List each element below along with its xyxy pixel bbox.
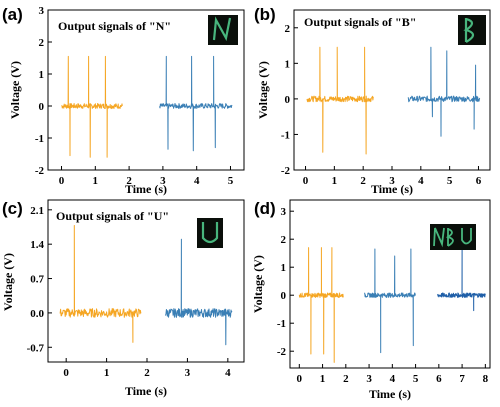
panel-b-ytick-label: 1 [285, 58, 291, 70]
panel-b-inset-image [458, 15, 486, 45]
panel-d: (d) Time (s) Voltage (V) 0 1 2 3 4 5 6 7 8 -2 -1 0 1… [251, 199, 491, 401]
panel-d-series-2 [364, 248, 416, 354]
panel-b-traces [306, 46, 481, 155]
panel-c-series-2 [165, 238, 233, 346]
panel-c-inset-image [197, 218, 223, 248]
panel-d-traces [298, 247, 486, 363]
panel-a-xtick-label: 4 [194, 175, 200, 187]
panel-d-xtick-label: 5 [413, 373, 419, 385]
panel-a-xtick-label: 1 [93, 175, 99, 187]
panel-d-xtick-label: 3 [366, 373, 372, 385]
panel-b-title: Output signals of "B" [304, 15, 416, 29]
panel-d-xtick-label: 6 [436, 373, 442, 385]
panel-d-xtick-label: 4 [390, 373, 396, 385]
panel-b-ytick-label: 2 [285, 23, 291, 35]
panel-b-xtick-label: 2 [360, 175, 366, 187]
panel-c-xtick-label: 2 [144, 367, 150, 379]
panel-a-xtick-label: 5 [228, 175, 234, 187]
panel-d-xtick-label: 7 [459, 373, 465, 385]
panel-b-ytick-label: 0 [285, 94, 291, 106]
panel-b-ytick-label: -1 [281, 129, 290, 141]
panel-a-ytick-label: 1 [39, 69, 45, 81]
panel-b-ylabel: Voltage (V) [256, 61, 270, 119]
panel-a-plot-area [47, 9, 245, 171]
panel-d-xlabel: Time (s) [369, 387, 411, 401]
panel-c-ytick-label: 1.4 [30, 239, 44, 251]
panel-d-series-1 [298, 247, 344, 363]
panel-c-xtick-label: 1 [104, 367, 110, 379]
panel-d-ytick-label: 1 [281, 262, 287, 274]
panel-c-label: (c) [2, 199, 23, 218]
panel-a-series-2 [159, 55, 233, 152]
panel-a-xtick-label: 2 [126, 175, 132, 187]
panel-b-inset-glyph [463, 17, 475, 43]
panel-d-xtick-label: 0 [297, 373, 303, 385]
panel-a-ytick-label: -2 [35, 165, 45, 177]
panel-d-ytick-label: -2 [277, 346, 287, 358]
panel-a: (a) Output signals of "N" Time (s) Volta… [2, 5, 245, 196]
panel-b-xtick-label: 6 [476, 175, 482, 187]
panel-a-inset-glyph [212, 16, 232, 42]
panel-a-series-1 [61, 55, 123, 158]
panel-b-ytick-label: -2 [281, 165, 291, 177]
panel-d-label: (d) [254, 199, 276, 218]
panel-a-ytick-label: -1 [35, 133, 44, 145]
panel-a-ticks: 0 1 2 3 4 5 -2 -1 0 1 2 3 [35, 5, 234, 187]
panel-d-xtick-label: 2 [343, 373, 349, 385]
panel-a-xlabel: Time (s) [125, 182, 167, 196]
panel-d-ytick-label: 0 [281, 290, 287, 302]
panel-c-series-1 [59, 225, 142, 343]
panel-d-xtick-label: 1 [320, 373, 326, 385]
panel-b-label: (b) [254, 5, 276, 24]
panel-c-inset-glyph [201, 222, 219, 244]
panel-c-xtick-label: 4 [225, 367, 231, 379]
panel-d-inset-glyph [433, 227, 472, 248]
panel-d-ytick-label: 2 [281, 234, 287, 246]
panel-c-xlabel: Time (s) [125, 384, 167, 398]
panel-b-xtick-label: 3 [389, 175, 395, 187]
panel-d-ylabel: Voltage (V) [251, 255, 265, 313]
panel-a-inset-image [208, 15, 238, 45]
panel-a-traces [61, 55, 233, 158]
panel-a-xtick-label: 0 [59, 175, 65, 187]
panel-c-xtick-label: 3 [185, 367, 191, 379]
panel-b-xtick-label: 4 [418, 175, 424, 187]
panel-d-ytick-label: 3 [281, 206, 287, 218]
panel-c-ytick-label: -0.7 [27, 342, 45, 354]
panel-b-series-2 [407, 46, 481, 137]
panel-c-ytick-label: 0.0 [30, 308, 44, 320]
panel-a-xtick-label: 3 [160, 175, 166, 187]
panel-c-ticks: 0 1 2 3 4 -0.7 0.0 0.7 1.4 2.1 [27, 205, 232, 379]
panel-a-ylabel: Voltage (V) [8, 61, 22, 119]
panel-b-xtick-label: 1 [332, 175, 338, 187]
panel-c-title: Output signals of "U" [56, 209, 169, 223]
panel-c: (c) Output signals of "U" Time (s) Volta… [1, 199, 245, 398]
panel-a-ytick-label: 3 [39, 5, 45, 17]
panel-c-ylabel: Voltage (V) [1, 253, 15, 311]
panel-a-label: (a) [2, 5, 23, 24]
panel-c-traces [59, 225, 233, 346]
panel-c-ytick-label: 0.7 [30, 274, 44, 286]
panel-c-ytick-label: 2.1 [30, 205, 44, 217]
panel-d-series-3 [437, 248, 486, 312]
panel-d-ticks: 0 1 2 3 4 5 6 7 8 -2 -1 0 1 2 3 [277, 206, 489, 385]
panel-b: (b) Output signals of "B" Time (s) Volta… [254, 5, 491, 196]
panel-b-xlabel: Time (s) [371, 182, 413, 196]
panel-c-xtick-label: 0 [63, 367, 69, 379]
panel-a-ytick-label: 0 [39, 101, 45, 113]
panel-c-plot-area [47, 199, 245, 363]
panel-b-xtick-label: 0 [303, 175, 309, 187]
panel-b-ticks: 0 1 2 3 4 5 6 -2 -1 0 1 2 [281, 23, 482, 187]
panel-d-xtick-label: 8 [483, 373, 489, 385]
panel-b-xtick-label: 5 [447, 175, 453, 187]
panel-a-title: Output signals of "N" [58, 19, 171, 33]
panel-b-series-1 [306, 46, 374, 155]
panel-d-inset-image [430, 224, 476, 250]
panel-d-plot-area [289, 199, 491, 369]
panel-a-ytick-label: 2 [39, 37, 45, 49]
panel-d-ytick-label: -1 [277, 318, 286, 330]
